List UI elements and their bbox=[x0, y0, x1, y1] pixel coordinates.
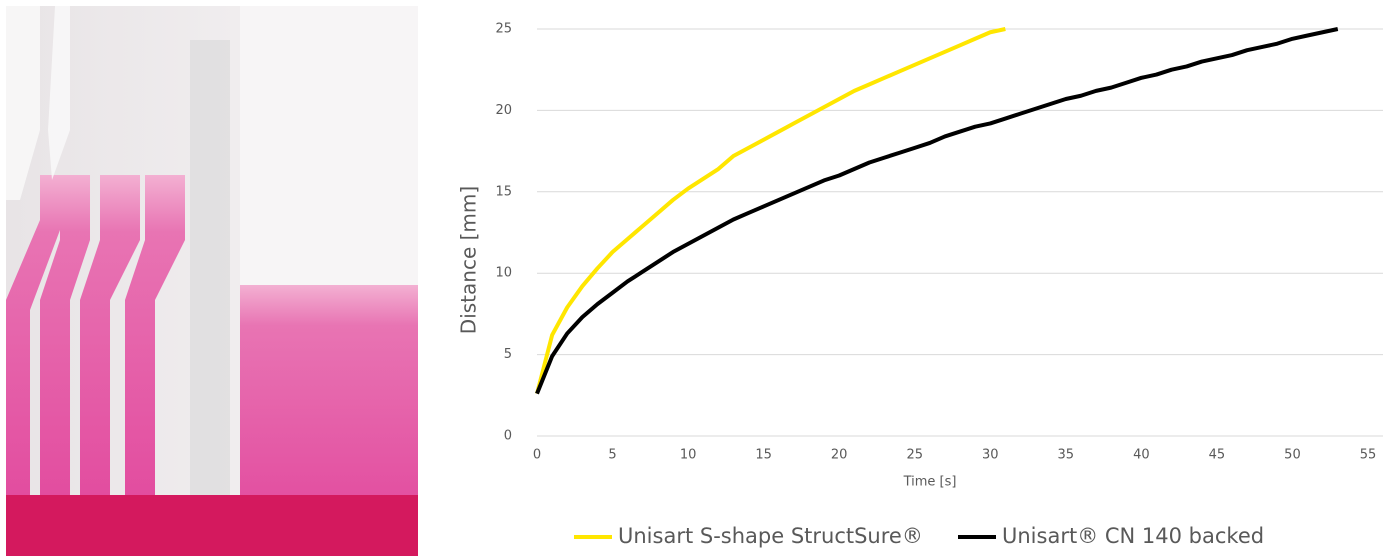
x-axis-label: Time [s] bbox=[903, 475, 957, 490]
x-tick-label: 20 bbox=[831, 448, 848, 463]
data-line bbox=[537, 29, 1005, 394]
y-tick-label: 20 bbox=[495, 103, 512, 118]
y-tick-label: 0 bbox=[504, 429, 512, 444]
x-tick-label: 0 bbox=[533, 448, 541, 463]
legend-label: Unisart S-shape StructSure® bbox=[618, 524, 923, 548]
x-tick-label: 50 bbox=[1284, 448, 1301, 463]
x-tick-label: 35 bbox=[1058, 448, 1075, 463]
page: Time [s] Distance [mm] 0 5 10 15 20 25 0 5 10 15 2… bbox=[0, 0, 1400, 556]
y-tick-label: 25 bbox=[495, 22, 512, 37]
y-tick-label: 10 bbox=[495, 266, 512, 281]
x-tick-label: 15 bbox=[755, 448, 772, 463]
y-tick-label: 5 bbox=[504, 347, 512, 362]
x-tick-label: 25 bbox=[906, 448, 923, 463]
photo bbox=[6, 6, 418, 556]
x-tick-label: 55 bbox=[1360, 448, 1377, 463]
x-tick-label: 5 bbox=[608, 448, 616, 463]
y-tick-label: 15 bbox=[495, 184, 512, 199]
x-tick-label: 30 bbox=[982, 448, 999, 463]
x-tick-label: 45 bbox=[1209, 448, 1226, 463]
y-axis-label: Distance [mm] bbox=[457, 186, 481, 334]
legend-label: Unisart® CN 140 backed bbox=[1002, 524, 1264, 548]
x-tick-label: 10 bbox=[680, 448, 697, 463]
x-tick-label: 40 bbox=[1133, 448, 1150, 463]
